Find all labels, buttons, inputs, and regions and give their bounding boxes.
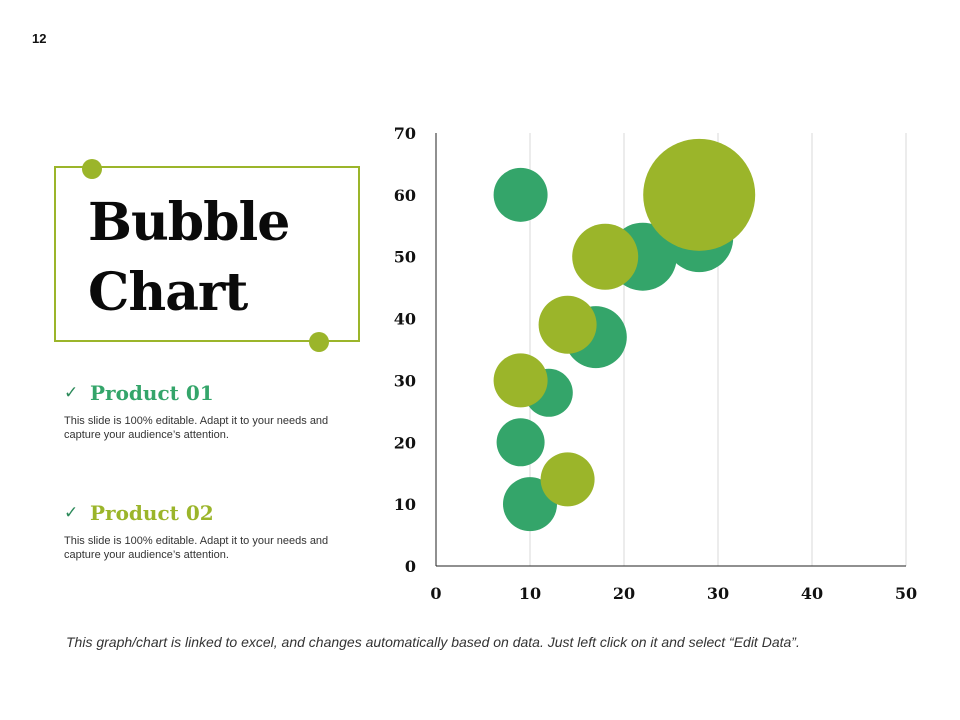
- y-tick-label: 20: [394, 433, 416, 452]
- y-tick-label: 40: [394, 310, 416, 329]
- bubble-product-02-1[interactable]: [643, 138, 756, 251]
- checkmark-icon: ✓: [64, 383, 79, 403]
- product-02-block: ✓ Product 02 This slide is 100% editable…: [64, 498, 364, 562]
- product-01-name: Product 01: [90, 381, 214, 405]
- product-01-description: This slide is 100% editable. Adapt it to…: [64, 415, 329, 441]
- slide-title-line-1: Bubble: [88, 192, 290, 253]
- bubble-product-02-5[interactable]: [540, 452, 595, 507]
- slide-number: 12: [32, 31, 47, 46]
- y-tick-label: 0: [405, 557, 416, 576]
- x-tick-label: 20: [613, 584, 635, 603]
- title-frame-dot-top: [82, 159, 102, 179]
- product-02-description: This slide is 100% editable. Adapt it to…: [64, 535, 329, 561]
- product-02-name: Product 02: [90, 501, 214, 525]
- x-tick-label: 30: [707, 584, 729, 603]
- x-tick-label: 10: [519, 584, 541, 603]
- title-frame-dot-bottom: [309, 332, 329, 352]
- y-tick-label: 50: [394, 248, 416, 267]
- footer-note: This graph/chart is linked to excel, and…: [66, 634, 800, 650]
- chart-bubbles: [493, 138, 756, 532]
- chart-tick-labels: 0 10 20 30 40 50 0 10 20 30 40 50 60 70: [394, 124, 917, 603]
- slide-title-line-2: Chart: [88, 262, 248, 323]
- bubble-product-01-6[interactable]: [496, 418, 545, 467]
- x-tick-label: 40: [801, 584, 823, 603]
- y-tick-label: 60: [394, 186, 416, 205]
- bubble-product-02-4[interactable]: [493, 353, 548, 408]
- title-frame: [54, 166, 360, 342]
- bubble-product-01-1[interactable]: [493, 167, 548, 222]
- bubble-product-02-3[interactable]: [538, 295, 597, 354]
- x-tick-label: 0: [430, 584, 441, 603]
- y-tick-label: 70: [394, 124, 416, 143]
- product-01-block: ✓ Product 01 This slide is 100% editable…: [64, 378, 364, 442]
- y-tick-label: 30: [394, 371, 416, 390]
- x-tick-label: 50: [895, 584, 917, 603]
- y-tick-label: 10: [394, 495, 416, 514]
- slide-title: Bubble Chart: [88, 188, 348, 328]
- checkmark-icon: ✓: [64, 503, 79, 523]
- chart-axes: [435, 133, 906, 567]
- bubble-product-02-2[interactable]: [572, 223, 639, 290]
